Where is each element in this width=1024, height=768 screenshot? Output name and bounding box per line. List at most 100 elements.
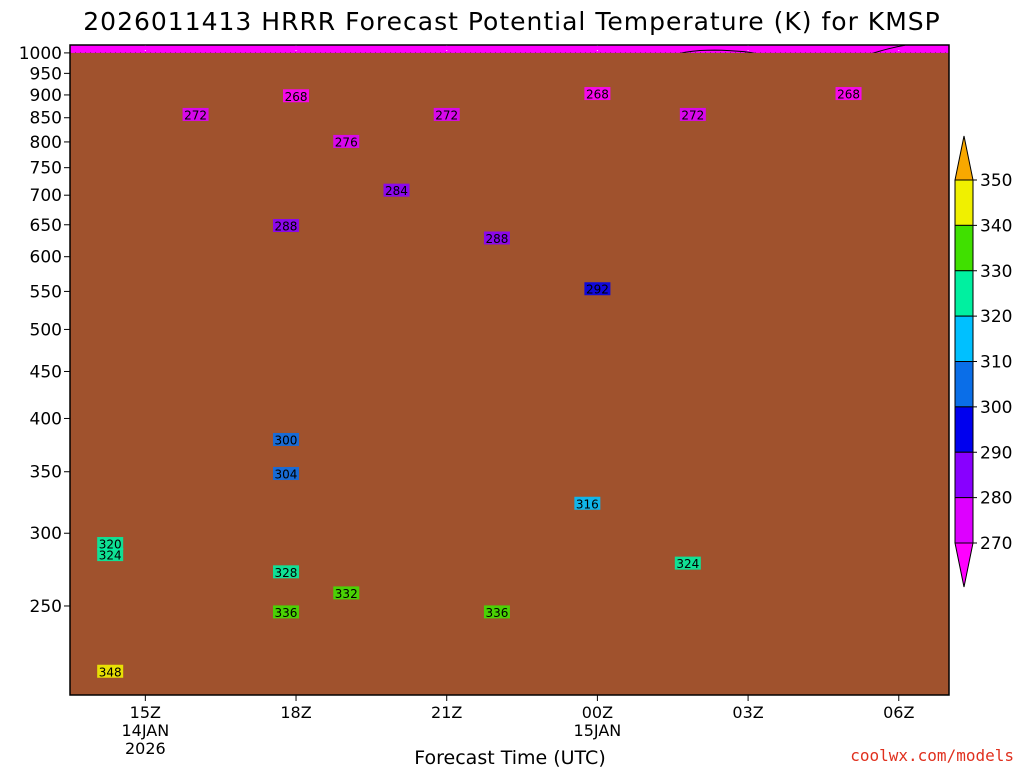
colorbar-box [954,361,974,408]
colorbar-box [954,270,974,317]
contour-label: 332 [335,587,358,601]
contour-label: 292 [586,283,609,297]
contour-label: 268 [586,88,609,102]
x-tick-label: 03Z [732,703,763,722]
x-axis-label: Forecast Time (UTC) [414,747,605,768]
contour-label-bg [272,432,299,446]
contour-label: 268 [285,90,308,104]
y-tick-label: 700 [30,186,62,206]
credit-text: coolwx.com/models [850,746,1014,765]
contour-label: 300 [275,433,298,447]
contour-label-bg [483,231,510,245]
contour-label-bg [182,107,209,121]
contour-label-bg [383,183,410,197]
contour-label: 348 [99,665,122,679]
x-tick-sublabel: 2026 [125,739,166,758]
colorbar-top-arrow [954,135,974,181]
contour-label-bg [333,586,360,600]
y-tick-label: 950 [30,64,62,84]
colorbar-label: 340 [980,216,1012,236]
contour-label: 272 [435,108,458,122]
contour-label-bg [272,605,299,619]
contour-label-bg [679,107,706,121]
colorbar-label: 300 [980,398,1012,418]
contour-label: 324 [99,549,122,563]
y-tick-label: 450 [30,362,62,382]
contour-label: 304 [275,468,298,482]
colorbar-label: 280 [980,489,1012,509]
y-tick-label: 350 [30,463,62,483]
contour-label-bg [584,282,611,296]
colorbar-label: 290 [980,443,1012,463]
contour-label: 288 [275,219,298,233]
colorbar-label: 310 [980,353,1012,373]
contour-fill-cell [70,50,949,56]
colorbar-box [954,224,974,272]
contour-label-bg [584,87,611,101]
y-tick-label: 600 [30,248,62,268]
contour-label: 272 [681,108,704,122]
colorbar-label: 320 [980,307,1012,327]
colorbar-label: 350 [980,171,1012,191]
contour-label-bg [333,134,360,148]
contour-label-bg [272,218,299,232]
y-tick-label: 800 [30,133,62,153]
colorbar-bottom-arrow [954,542,974,588]
y-tick-label: 850 [30,109,62,129]
colorbar: 270 280 290 300 310 320 330 340 350 [954,135,1012,588]
x-tick-label: 18Z [280,703,311,722]
y-tick-label: 650 [30,216,62,236]
contour-label: 336 [485,606,508,620]
contour-label: 272 [184,108,207,122]
y-tick-label: 550 [30,282,62,302]
y-tick-label: 250 [30,597,62,617]
colorbar-box [954,315,974,362]
chart-title: 2026011413 HRRR Forecast Potential Tempe… [83,7,940,36]
x-tick-label: 00Z [582,703,613,722]
colorbar-box [954,451,974,499]
ground-fill [70,52,949,695]
contour-fill-cell [70,45,949,51]
contour-label: 320 [99,538,122,552]
contour-label-bg [433,107,460,121]
colorbar-label: 270 [980,534,1012,554]
contour-label: 328 [275,566,298,580]
contour-label-bg [574,496,601,510]
contour-label-bg [272,467,299,481]
contour-label-bg [272,565,299,579]
y-tick-label: 300 [30,524,62,544]
contour-label-bg [483,605,510,619]
contour-label: 284 [385,184,408,198]
colorbar-box [954,497,974,544]
ground-layer [70,52,949,695]
x-tick-label: 15Z [130,703,161,722]
contour-label: 316 [576,497,599,511]
contour-label: 268 [837,88,860,102]
colorbar-box [954,179,974,226]
contour-label-bg [97,537,124,551]
contour-label: 276 [335,135,358,149]
y-tick-label: 1000 [19,44,62,64]
colorbar-box [954,406,974,453]
x-tick-sublabel: 15JAN [574,721,622,740]
y-tick-label: 400 [30,409,62,429]
plot-frame [69,44,950,696]
contour-label: 288 [485,232,508,246]
contour-label-bg [97,664,124,678]
contour-label: 336 [275,606,298,620]
x-tick-label: 21Z [431,703,462,722]
y-tick-label: 500 [30,320,62,340]
x-tick-label: 06Z [883,703,914,722]
contour-label-bg [283,89,310,103]
contour-label-bg [674,556,701,570]
x-tick-sublabel: 14JAN [121,721,169,740]
contour-label: 324 [676,557,699,571]
y-tick-label: 750 [30,159,62,179]
contour-label-bg [835,87,862,101]
colorbar-label: 330 [980,262,1012,282]
contour-label-bg [97,548,124,562]
